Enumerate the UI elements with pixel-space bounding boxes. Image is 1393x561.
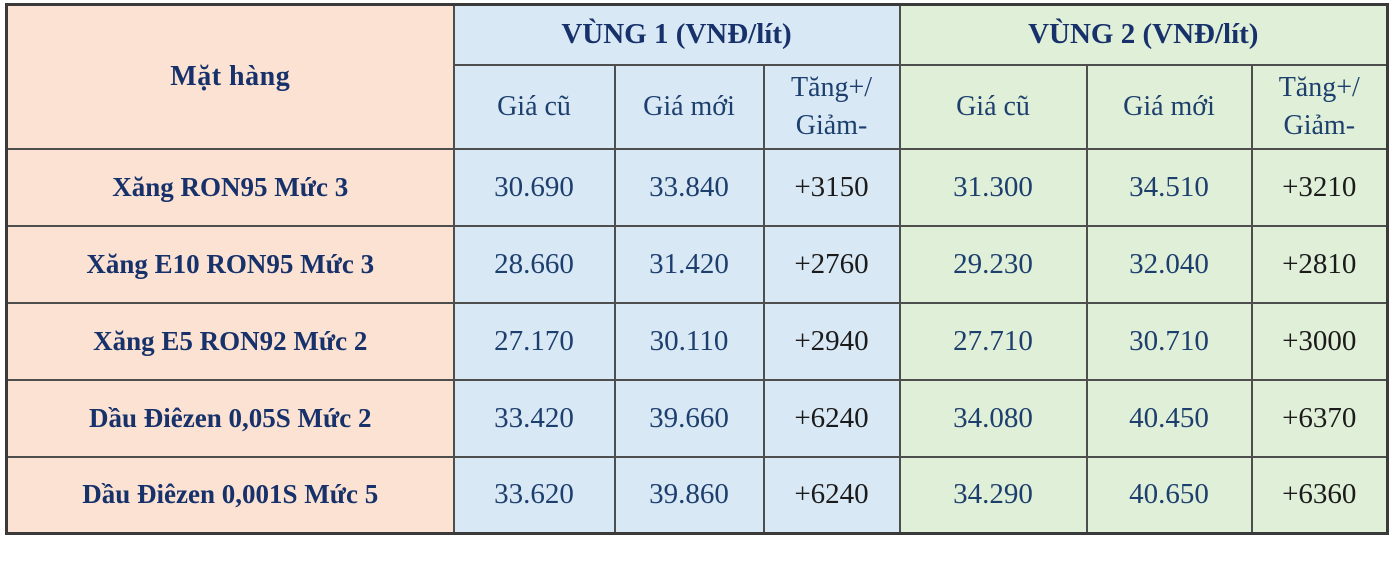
table-row: Xăng E5 RON92 Mức 2 27.170 30.110 +2940 … bbox=[5, 301, 1389, 381]
item-name-cell: Xăng RON95 Mức 3 bbox=[5, 147, 455, 227]
v1-old-price-cell: 28.660 bbox=[452, 224, 616, 304]
v2-new-price-cell: 30.710 bbox=[1085, 301, 1253, 381]
v2-old-price-cell: 27.710 bbox=[898, 301, 1088, 381]
v2-new-price-cell: 34.510 bbox=[1085, 147, 1253, 227]
v2-new-price-cell: 40.650 bbox=[1085, 455, 1253, 535]
item-name-cell: Dầu Điêzen 0,001S Mức 5 bbox=[5, 455, 455, 535]
region2-old-price-header: Giá cũ bbox=[898, 63, 1088, 150]
region2-change-header: Tăng+/ Giảm- bbox=[1250, 63, 1389, 150]
v2-change-cell: +6360 bbox=[1250, 455, 1389, 535]
v2-new-price-cell: 32.040 bbox=[1085, 224, 1253, 304]
v1-new-price-cell: 31.420 bbox=[613, 224, 765, 304]
v1-change-cell: +6240 bbox=[762, 455, 901, 535]
v2-change-cell: +3000 bbox=[1250, 301, 1389, 381]
item-name-cell: Dầu Điêzen 0,05S Mức 2 bbox=[5, 378, 455, 458]
region-header-row: Mặt hàng VÙNG 1 (VNĐ/lít) VÙNG 2 (VNĐ/lí… bbox=[5, 3, 1389, 150]
v1-change-cell: +6240 bbox=[762, 378, 901, 458]
v1-old-price-cell: 33.620 bbox=[452, 455, 616, 535]
region1-new-price-header: Giá mới bbox=[613, 63, 765, 150]
v2-old-price-cell: 29.230 bbox=[898, 224, 1088, 304]
v1-new-price-cell: 39.660 bbox=[613, 378, 765, 458]
item-name-cell: Xăng E10 RON95 Mức 3 bbox=[5, 224, 455, 304]
fuel-price-table: Mặt hàng VÙNG 1 (VNĐ/lít) VÙNG 2 (VNĐ/lí… bbox=[5, 3, 1390, 535]
v1-change-cell: +2940 bbox=[762, 301, 901, 381]
region1-change-header: Tăng+/ Giảm- bbox=[762, 63, 901, 150]
region2-new-price-header: Giá mới bbox=[1085, 63, 1253, 150]
item-name-cell: Xăng E5 RON92 Mức 2 bbox=[5, 301, 455, 381]
v1-change-cell: +3150 bbox=[762, 147, 901, 227]
table-row: Dầu Điêzen 0,05S Mức 2 33.420 39.660 +62… bbox=[5, 378, 1389, 458]
v1-old-price-cell: 30.690 bbox=[452, 147, 616, 227]
v1-new-price-cell: 33.840 bbox=[613, 147, 765, 227]
region1-old-price-header: Giá cũ bbox=[452, 63, 616, 150]
v2-old-price-cell: 34.080 bbox=[898, 378, 1088, 458]
item-column-header: Mặt hàng bbox=[5, 3, 455, 150]
v2-change-cell: +3210 bbox=[1250, 147, 1389, 227]
region2-title: VÙNG 2 (VNĐ/lít) bbox=[898, 3, 1389, 66]
table-row: Xăng RON95 Mức 3 30.690 33.840 +3150 31.… bbox=[5, 147, 1389, 227]
table-row: Xăng E10 RON95 Mức 3 28.660 31.420 +2760… bbox=[5, 224, 1389, 304]
v1-old-price-cell: 33.420 bbox=[452, 378, 616, 458]
v2-old-price-cell: 31.300 bbox=[898, 147, 1088, 227]
v1-new-price-cell: 39.860 bbox=[613, 455, 765, 535]
v2-change-cell: +2810 bbox=[1250, 224, 1389, 304]
v2-new-price-cell: 40.450 bbox=[1085, 378, 1253, 458]
v1-old-price-cell: 27.170 bbox=[452, 301, 616, 381]
v2-old-price-cell: 34.290 bbox=[898, 455, 1088, 535]
table-row: Dầu Điêzen 0,001S Mức 5 33.620 39.860 +6… bbox=[5, 455, 1389, 535]
v2-change-cell: +6370 bbox=[1250, 378, 1389, 458]
subheader-row: Giá cũ Giá mới Tăng+/ Giảm- Giá cũ Giá m… bbox=[7, 63, 1389, 150]
v1-change-cell: +2760 bbox=[762, 224, 901, 304]
v1-new-price-cell: 30.110 bbox=[613, 301, 765, 381]
region1-title: VÙNG 1 (VNĐ/lít) bbox=[452, 3, 901, 66]
